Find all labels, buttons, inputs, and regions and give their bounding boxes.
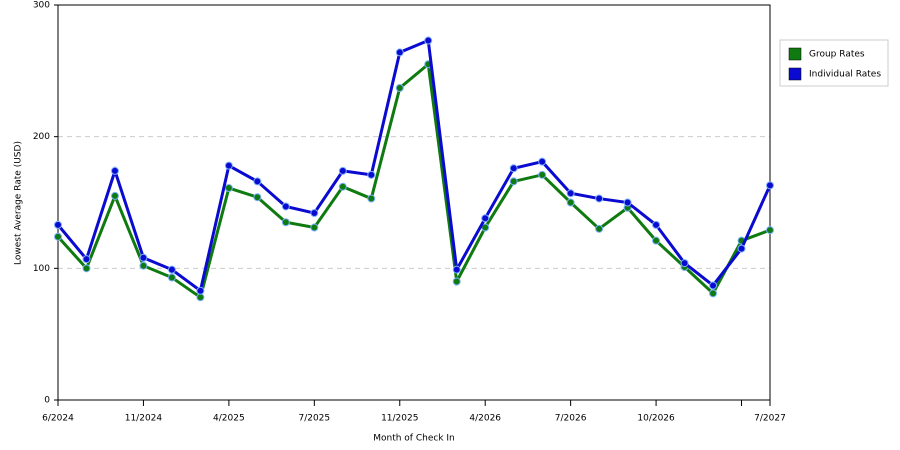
data-point — [54, 220, 62, 229]
data-point — [538, 157, 547, 166]
x-tick-label: 7/2025 — [298, 414, 330, 424]
x-axis-title: Month of Check In — [373, 434, 455, 444]
data-point — [281, 218, 290, 227]
data-point — [310, 209, 319, 218]
y-axis-title: Lowest Average Rate (USD) — [14, 141, 24, 265]
data-point — [509, 177, 518, 186]
y-tick-label: 200 — [33, 132, 50, 142]
data-point — [367, 194, 376, 203]
data-point — [766, 226, 774, 235]
data-point — [424, 36, 433, 45]
data-point — [538, 170, 547, 179]
data-point — [110, 191, 119, 200]
x-tick-label: 4/2026 — [469, 414, 501, 424]
data-point — [167, 265, 176, 274]
data-point — [709, 289, 718, 298]
data-point — [680, 259, 689, 268]
data-point — [253, 193, 262, 202]
data-point — [452, 265, 461, 274]
data-point — [595, 194, 604, 203]
data-point — [310, 223, 319, 232]
data-point — [253, 177, 262, 186]
data-point — [766, 181, 774, 190]
data-point — [110, 166, 119, 175]
x-tick-label: 4/2025 — [213, 414, 245, 424]
data-point — [395, 48, 404, 57]
x-tick-label: 7/2026 — [555, 414, 587, 424]
data-point — [709, 281, 718, 290]
y-tick-label: 0 — [44, 396, 50, 406]
data-point — [452, 277, 461, 286]
data-point — [82, 255, 91, 264]
data-point — [566, 189, 575, 198]
data-point — [54, 232, 62, 241]
data-point — [82, 264, 91, 273]
legend-label: Group Rates — [809, 50, 865, 60]
data-point — [281, 202, 290, 211]
data-point — [167, 273, 176, 282]
data-point — [566, 198, 575, 207]
data-point — [196, 286, 205, 295]
data-point — [595, 224, 604, 233]
data-point — [737, 244, 746, 253]
x-tick-label: 10/2026 — [637, 414, 675, 424]
legend-label: Individual Rates — [809, 70, 881, 80]
data-point — [338, 182, 347, 191]
y-tick-label: 300 — [33, 1, 50, 11]
y-tick-label: 100 — [33, 264, 50, 274]
data-point — [509, 164, 518, 173]
data-point — [139, 253, 148, 262]
data-point — [652, 236, 661, 245]
x-tick-label: 6/2024 — [42, 414, 74, 424]
data-point — [481, 214, 490, 223]
data-point — [139, 261, 148, 270]
plot-frame — [57, 4, 771, 401]
data-point — [338, 166, 347, 175]
series-line — [56, 61, 771, 300]
data-point — [623, 198, 632, 207]
series-line — [56, 38, 772, 294]
legend-swatch — [788, 47, 802, 61]
data-point — [224, 184, 233, 193]
x-tick-label: 11/2025 — [381, 414, 418, 424]
legend-swatch — [788, 67, 802, 81]
data-point — [652, 220, 661, 229]
data-point — [196, 293, 205, 302]
data-point — [367, 170, 376, 179]
x-tick-label: 7/2027 — [754, 414, 786, 424]
data-point — [224, 161, 233, 170]
x-tick-label: 11/2024 — [125, 414, 163, 424]
data-point — [395, 83, 404, 92]
